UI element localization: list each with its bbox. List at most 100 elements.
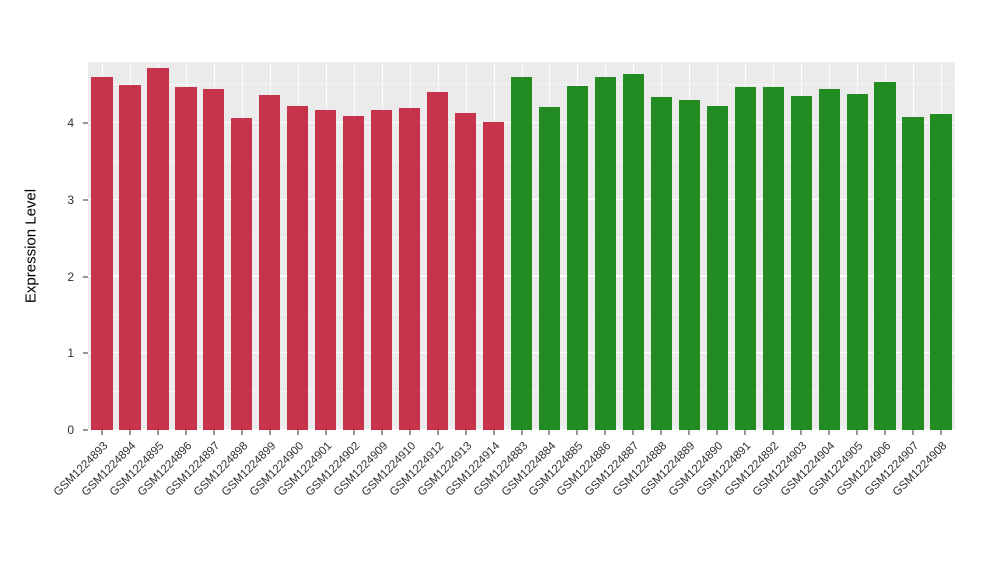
bar-GSM1224897	[203, 88, 225, 430]
bar-slot	[340, 62, 368, 430]
bar-slot	[480, 62, 508, 430]
y-tick-label: 4	[67, 116, 74, 131]
bar-slot	[675, 62, 703, 430]
bar-slot	[228, 62, 256, 430]
bar-GSM1224885	[566, 85, 589, 430]
x-tick-mark	[381, 430, 383, 435]
bar-GSM1224898	[231, 117, 253, 430]
bar-slot	[368, 62, 396, 430]
x-tick-mark	[884, 430, 886, 435]
x-tick-mark	[828, 430, 830, 435]
bar-GSM1224904	[818, 88, 840, 430]
y-tick-label: 2	[67, 269, 74, 284]
bar-GSM1224892	[762, 87, 784, 430]
y-tick-label: 3	[67, 193, 74, 207]
bar-slot	[452, 62, 480, 430]
x-tick-mark	[744, 430, 746, 435]
x-tick-mark	[101, 430, 103, 435]
bar-GSM1224894	[119, 85, 141, 430]
bar-slot	[172, 62, 200, 430]
bar-slot	[256, 62, 284, 430]
bar-slot	[116, 62, 144, 430]
bar-slot	[396, 62, 424, 430]
bar-GSM1224884	[538, 107, 561, 430]
bar-slot	[647, 62, 675, 430]
x-tick-mark	[772, 430, 774, 435]
x-tick-mark	[353, 430, 355, 435]
y-tick-mark	[83, 352, 88, 354]
x-tick-mark	[157, 430, 159, 435]
x-tick-mark	[716, 430, 718, 435]
bar-slot	[200, 62, 228, 430]
bar-GSM1224912	[426, 91, 449, 430]
x-axis: GSM1224893 GSM1224894 GSM1224895 GSM1224896…	[52, 430, 955, 580]
bar-GSM1224899	[259, 94, 281, 430]
bar-slot	[312, 62, 340, 430]
bar-slot	[759, 62, 787, 430]
bar-GSM1224914	[482, 121, 505, 430]
bar-GSM1224913	[454, 113, 477, 430]
bar-slot	[787, 62, 815, 430]
y-tick-label: 1	[67, 346, 74, 361]
bar-slot	[144, 62, 172, 430]
bar-slot	[284, 62, 312, 430]
bar-GSM1224883	[510, 77, 533, 430]
bar-slot	[563, 62, 591, 430]
bar-GSM1224901	[315, 110, 337, 430]
x-tick-mark	[437, 430, 439, 435]
x-tick-mark	[604, 430, 606, 435]
y-tick-mark	[83, 199, 88, 201]
bar-GSM1224903	[790, 95, 812, 430]
bar-slot	[815, 62, 843, 430]
y-tick-mark	[83, 122, 88, 124]
x-tick-mark	[465, 430, 467, 435]
bar-GSM1224889	[678, 100, 700, 430]
bar-GSM1224891	[734, 86, 756, 430]
bar-GSM1224909	[371, 109, 393, 430]
bar-slot	[843, 62, 871, 430]
x-tick-mark	[213, 430, 215, 435]
x-tick-mark	[409, 430, 411, 435]
y-tick-mark	[83, 429, 88, 431]
x-tick-mark	[940, 430, 942, 435]
bar-slot	[703, 62, 731, 430]
bar-slots	[88, 62, 955, 430]
bar-slot	[927, 62, 955, 430]
y-axis: 0 1 2 3 4	[0, 62, 88, 437]
bar-GSM1224902	[343, 115, 365, 430]
bar-slot	[508, 62, 536, 430]
x-tick-mark	[493, 430, 495, 435]
bar-GSM1224887	[622, 74, 644, 430]
x-tick-mark	[521, 430, 522, 435]
y-tick-label: 0	[67, 423, 74, 437]
x-tick-mark	[297, 430, 299, 435]
bar-GSM1224906	[874, 81, 896, 430]
bar-slot	[619, 62, 647, 430]
x-tick-mark	[856, 430, 858, 435]
x-tick-mark	[241, 430, 243, 435]
bar-GSM1224896	[175, 87, 197, 430]
bar-slot	[871, 62, 899, 430]
x-tick-mark	[660, 430, 662, 435]
x-tick-mark	[576, 430, 578, 435]
x-tick-mark	[912, 430, 914, 435]
bar-slot	[536, 62, 564, 430]
bar-GSM1224907	[902, 117, 924, 430]
bar-GSM1224886	[594, 77, 617, 430]
x-tick-mark	[548, 430, 550, 435]
bar-GSM1224895	[147, 68, 169, 430]
y-tick-mark	[83, 276, 88, 278]
x-tick-mark	[800, 430, 802, 435]
bar-slot	[424, 62, 452, 430]
x-tick-mark	[129, 430, 131, 435]
bar-GSM1224908	[930, 114, 952, 430]
x-tick-mark	[269, 430, 271, 435]
bar-slot	[899, 62, 927, 430]
bar-GSM1224910	[399, 108, 421, 430]
x-tick-mark	[325, 430, 327, 435]
plot-panel	[88, 62, 955, 430]
bar-slot	[731, 62, 759, 430]
bar-slot	[88, 62, 116, 430]
x-tick-mark	[688, 430, 690, 435]
